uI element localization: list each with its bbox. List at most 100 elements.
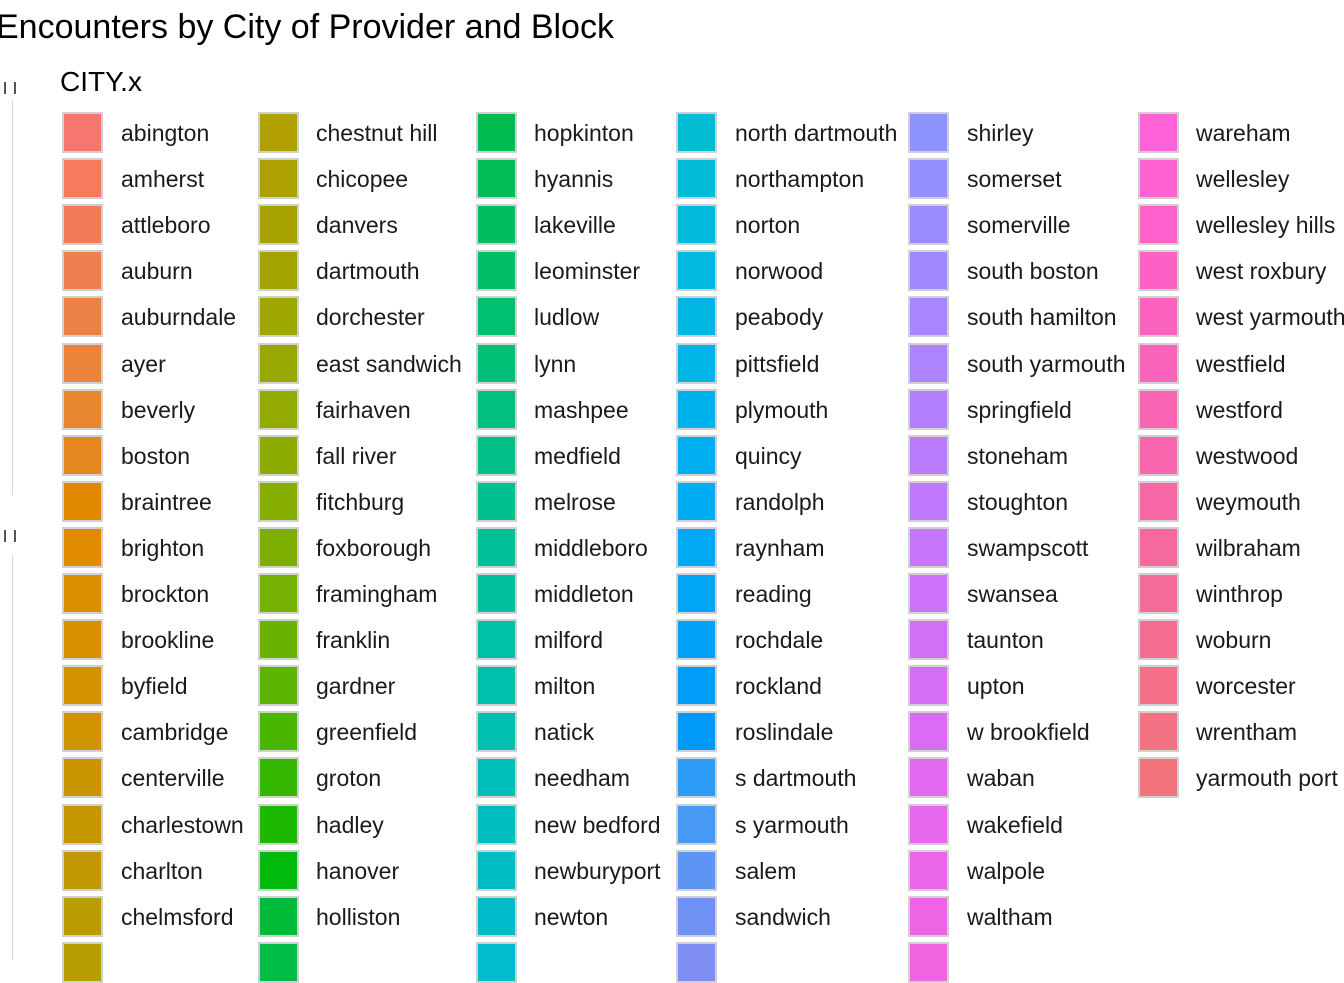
legend: abington amherst attleboro auburn auburndale… [62,112,1344,983]
legend-label: new bedford [534,812,661,838]
legend-key-swatch [676,204,717,245]
legend-label: braintree [121,489,212,515]
legend-label: byfield [121,673,188,699]
legend-key-swatch [258,804,299,845]
legend-label: charlestown [121,812,244,838]
legend-label: waltham [967,904,1053,930]
legend-key-swatch [258,112,299,153]
legend-key-swatch [258,619,299,660]
legend-key-swatch [258,850,299,891]
legend-key-swatch [676,757,717,798]
legend-label: newburyport [534,858,661,884]
legend-key-swatch [1138,573,1179,614]
legend-key-swatch [476,343,517,384]
legend-label: taunton [967,627,1044,653]
legend-label: framingham [316,581,438,607]
legend-label: northampton [735,166,865,192]
legend-key-swatch [62,204,103,245]
legend-key-swatch [908,757,949,798]
legend-key-swatch [1138,112,1179,153]
legend-label: worcester [1196,673,1296,699]
legend-title: CITY.x [60,66,142,97]
legend-label: raynham [735,535,825,561]
legend-key-swatch [62,619,103,660]
legend-key-swatch [908,711,949,752]
legend-label: auburn [121,258,193,284]
legend-label: hadley [316,812,384,838]
legend-label: sandwich [735,904,831,930]
legend-label: foxborough [316,535,432,561]
legend-key-swatch [1138,435,1179,476]
legend-label: fitchburg [316,489,405,515]
legend-key-swatch [908,296,949,337]
legend-label: groton [316,765,382,791]
legend-label: lakeville [534,212,616,238]
legend-label: walpole [967,858,1045,884]
legend-key-swatch [258,665,299,706]
legend-key-swatch [476,665,517,706]
legend-key-swatch [62,343,103,384]
legend-label: fairhaven [316,397,411,423]
legend-key-swatch [908,343,949,384]
legend-label: waban [967,765,1035,791]
legend-key-swatch [908,389,949,430]
legend-label: middleton [534,581,634,607]
legend-key-swatch [676,527,717,568]
legend-key-swatch [62,711,103,752]
legend-key-swatch [1138,204,1179,245]
legend-key-swatch [62,481,103,522]
legend-label: hyannis [534,166,614,192]
legend-key-swatch [1138,250,1179,291]
legend-label: needham [534,765,630,791]
legend-label: pittsfield [735,351,820,377]
chart-title: Encounters by City of Provider and Block [0,8,614,46]
legend-key-swatch [676,250,717,291]
legend-key-swatch [676,481,717,522]
legend-key-swatch [476,573,517,614]
legend-label: auburndale [121,304,237,330]
legend-label: north dartmouth [735,120,898,146]
legend-label: yarmouth port [1196,765,1338,791]
legend-label: brookline [121,627,215,653]
legend-key-swatch [1138,665,1179,706]
legend-label: holliston [316,904,401,930]
axis-tick-marks-middle [0,530,20,542]
legend-key-swatch [676,942,717,983]
legend-key-swatch [62,942,103,983]
legend-label: beverly [121,397,196,423]
legend-label: abington [121,120,210,146]
legend-label: somerville [967,212,1071,238]
legend-key-swatch [908,527,949,568]
legend-key-swatch [476,527,517,568]
legend-key-swatch [676,619,717,660]
legend-label: mashpee [534,397,629,423]
legend-label: hanover [316,858,400,884]
legend-label: wakefield [967,812,1063,838]
legend-key-swatch [908,896,949,937]
legend-label: boston [121,443,191,469]
legend-key-swatch [676,343,717,384]
legend-key-swatch [62,804,103,845]
legend-key-swatch [476,296,517,337]
legend-key-swatch [62,296,103,337]
legend-label: milton [534,673,596,699]
legend-key-swatch [476,112,517,153]
legend-label: rockland [735,673,822,699]
legend-key-swatch [258,158,299,199]
legend-label: roslindale [735,719,834,745]
legend-key-swatch [908,112,949,153]
legend-label: west yarmouth [1196,304,1344,330]
legend-label: natick [534,719,595,745]
legend-label: centerville [121,765,225,791]
legend-key-swatch [908,435,949,476]
legend-key-swatch [676,296,717,337]
legend-label: wellesley [1196,166,1290,192]
legend-key-swatch [62,573,103,614]
legend-label: dartmouth [316,258,420,284]
legend-key-swatch [676,435,717,476]
legend-label: south yarmouth [967,351,1126,377]
legend-key-swatch [476,435,517,476]
legend-key-swatch [258,711,299,752]
legend-label: wrentham [1196,719,1297,745]
legend-key-swatch [62,850,103,891]
